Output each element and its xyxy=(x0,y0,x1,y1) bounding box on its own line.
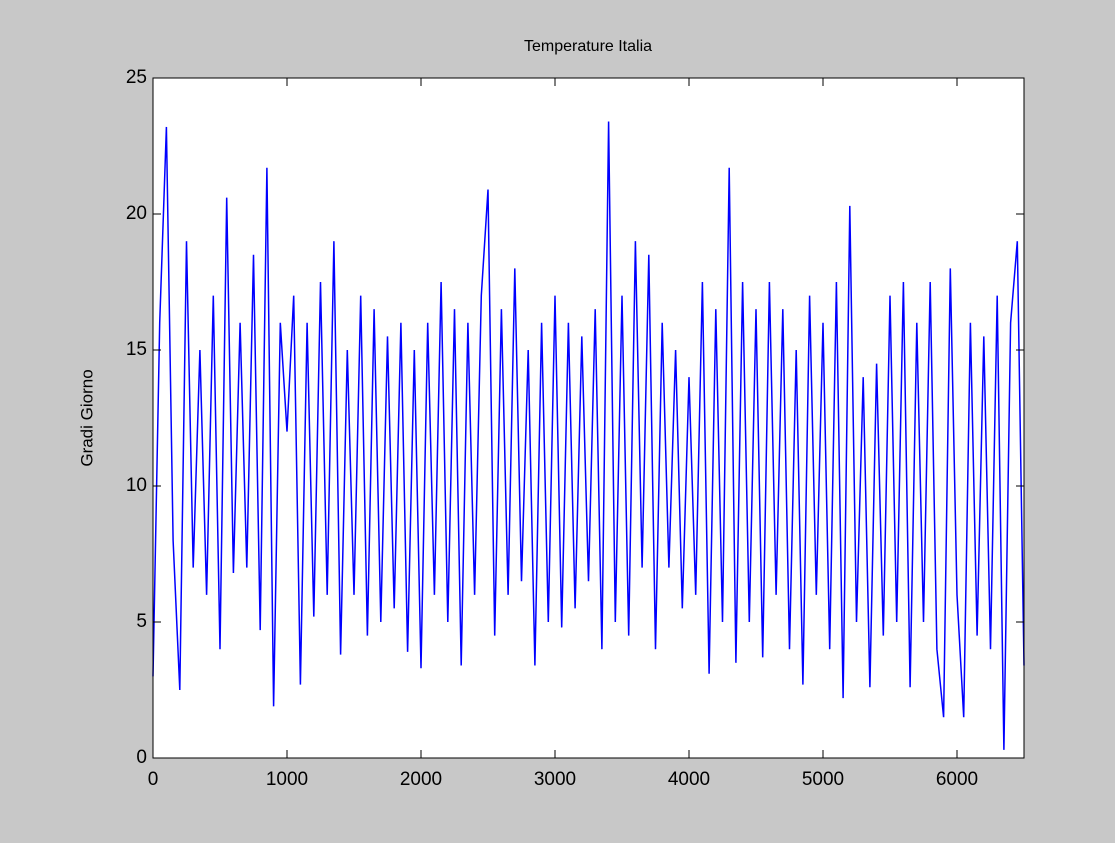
y-tick-label: 20 xyxy=(126,203,147,224)
x-tick-label: 0 xyxy=(148,769,159,790)
axes-box xyxy=(152,77,1025,759)
y-tick-label: 25 xyxy=(126,67,147,88)
x-tick-label: 2000 xyxy=(400,769,442,790)
y-tick-label: 15 xyxy=(126,339,147,360)
x-tick-label: 5000 xyxy=(802,769,844,790)
data-line xyxy=(152,121,1025,750)
x-tick-label: 1000 xyxy=(266,769,308,790)
y-tick-label: 5 xyxy=(136,611,147,632)
y-tick-label: 10 xyxy=(126,475,147,496)
x-tick-label: 3000 xyxy=(534,769,576,790)
y-axis-label: Gradi Giorno xyxy=(77,369,96,466)
x-tick-label: 4000 xyxy=(668,769,710,790)
y-tick-label: 0 xyxy=(136,747,147,768)
x-tick-label: 6000 xyxy=(936,769,978,790)
chart-title: Temperature Italia xyxy=(524,38,652,55)
plot-area xyxy=(153,78,1024,758)
